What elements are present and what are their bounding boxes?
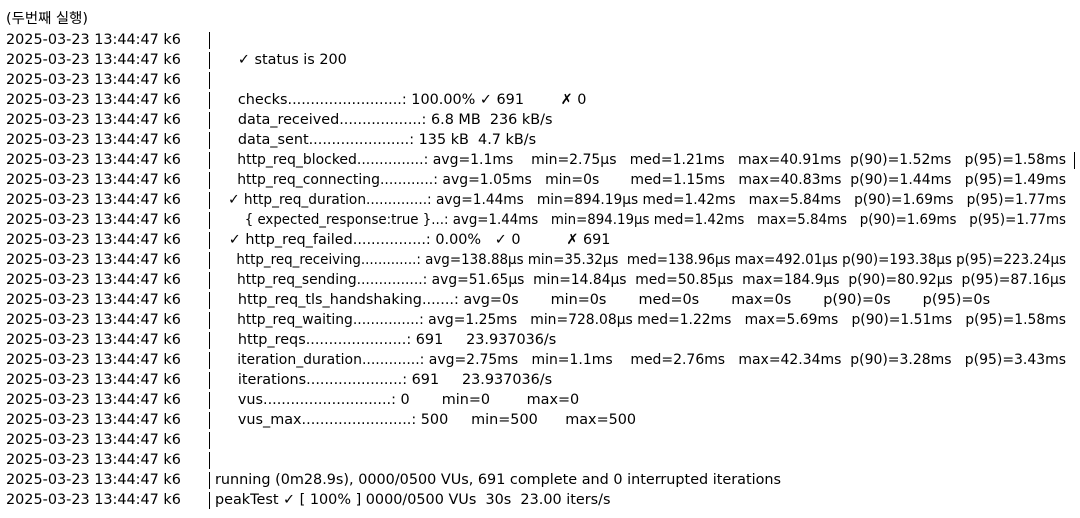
log-timestamp: 2025-03-23 13:44:47 k6	[6, 52, 181, 68]
log-separator	[209, 412, 210, 429]
log-separator	[209, 32, 210, 49]
log-separator	[209, 72, 210, 89]
log-timestamp: 2025-03-23 13:44:47 k6	[6, 272, 181, 288]
log-line: 2025-03-23 13:44:47 k6 http_req_tls_hand…	[0, 290, 1080, 310]
log-line: 2025-03-23 13:44:47 k6 { expected_respon…	[0, 210, 1080, 230]
log-timestamp: 2025-03-23 13:44:47 k6	[6, 192, 181, 208]
log-message: ✓ status is 200	[215, 52, 347, 68]
log-message: vus............................: 0 min=0…	[215, 392, 580, 408]
log-separator	[209, 112, 210, 129]
log-separator	[209, 472, 210, 489]
log-line: 2025-03-23 13:44:47 k6 peakTest ✓ [ 100% …	[0, 490, 1080, 510]
log-timestamp: 2025-03-23 13:44:47 k6	[6, 292, 181, 308]
log-separator	[209, 132, 210, 149]
log-message: http_req_sending...............: avg=51.…	[215, 272, 1066, 288]
log-timestamp: 2025-03-23 13:44:47 k6	[6, 352, 181, 368]
log-message: http_req_waiting...............: avg=1.2…	[215, 312, 1066, 328]
log-message: http_req_blocked...............: avg=1.1…	[215, 152, 1066, 168]
log-line: 2025-03-23 13:44:47 k6 http_reqs........…	[0, 330, 1080, 350]
log-separator	[209, 432, 210, 449]
log-line: 2025-03-23 13:44:47 k6	[0, 450, 1080, 470]
log-line: 2025-03-23 13:44:47 k6	[0, 430, 1080, 450]
log-line: 2025-03-23 13:44:47 k6 http_req_blocked.…	[0, 150, 1080, 170]
log-line: 2025-03-23 13:44:47 k6 vus..............…	[0, 390, 1080, 410]
log-separator	[209, 192, 210, 209]
log-message: data_sent......................: 135 kB …	[215, 132, 537, 148]
log-timestamp: 2025-03-23 13:44:47 k6	[6, 452, 181, 468]
log-separator	[209, 272, 210, 289]
log-timestamp: 2025-03-23 13:44:47 k6	[6, 472, 181, 488]
log-message: iterations.....................: 691 23.…	[215, 372, 553, 388]
log-timestamp: 2025-03-23 13:44:47 k6	[6, 72, 181, 88]
log-message: peakTest ✓ [ 100% ] 0000/0500 VUs 30s 23…	[215, 492, 611, 508]
log-line: 2025-03-23 13:44:47 k6 ✓ http_req_durati…	[0, 190, 1080, 210]
log-message: iteration_duration.............: avg=2.7…	[215, 352, 1066, 368]
log-line: 2025-03-23 13:44:47 k6 ✓ status is 200	[0, 50, 1080, 70]
log-line: 2025-03-23 13:44:47 k6 http_req_connecti…	[0, 170, 1080, 190]
log-line: 2025-03-23 13:44:47 k6 ✓ http_req_failed…	[0, 230, 1080, 250]
log-line: 2025-03-23 13:44:47 k6 vus_max..........…	[0, 410, 1080, 430]
log-message: ✓ http_req_failed................: 0.00%…	[215, 232, 611, 248]
log-timestamp: 2025-03-23 13:44:47 k6	[6, 332, 181, 348]
log-timestamp: 2025-03-23 13:44:47 k6	[6, 312, 181, 328]
log-separator	[209, 332, 210, 349]
log-line: 2025-03-23 13:44:47 k6 data_received....…	[0, 110, 1080, 130]
log-message: checks.........................: 100.00%…	[215, 92, 587, 108]
log-message: { expected_response:true }...: avg=1.44m…	[215, 212, 1066, 228]
log-separator	[209, 232, 210, 249]
log-separator	[209, 392, 210, 409]
log-timestamp: 2025-03-23 13:44:47 k6	[6, 92, 181, 108]
log-line: 2025-03-23 13:44:47 k6	[0, 30, 1080, 50]
log-timestamp: 2025-03-23 13:44:47 k6	[6, 112, 181, 128]
log-message: running (0m28.9s), 0000/0500 VUs, 691 co…	[215, 472, 782, 488]
log-separator	[209, 312, 210, 329]
log-trailing-separator	[1074, 152, 1075, 169]
log-line: 2025-03-23 13:44:47 k6 checks...........…	[0, 90, 1080, 110]
log-message: http_reqs......................: 691 23.…	[215, 332, 557, 348]
log-separator	[209, 152, 210, 169]
log-line: 2025-03-23 13:44:47 k6 iteration_duratio…	[0, 350, 1080, 370]
log-timestamp: 2025-03-23 13:44:47 k6	[6, 212, 181, 228]
log-separator	[209, 292, 210, 309]
log-separator	[209, 52, 210, 69]
log-timestamp: 2025-03-23 13:44:47 k6	[6, 232, 181, 248]
log-timestamp: 2025-03-23 13:44:47 k6	[6, 152, 181, 168]
log-timestamp: 2025-03-23 13:44:47 k6	[6, 372, 181, 388]
log-timestamp: 2025-03-23 13:44:47 k6	[6, 492, 181, 508]
log-message: vus_max........................: 500 min…	[215, 412, 637, 428]
log-timestamp: 2025-03-23 13:44:47 k6	[6, 132, 181, 148]
log-line: 2025-03-23 13:44:47 k6 iterations.......…	[0, 370, 1080, 390]
log-message: http_req_connecting............: avg=1.0…	[215, 172, 1066, 188]
log-line: 2025-03-23 13:44:47 k6 data_sent........…	[0, 130, 1080, 150]
log-line: 2025-03-23 13:44:47 k6 running (0m28.9s),…	[0, 470, 1080, 490]
log-line: 2025-03-23 13:44:47 k6 http_req_receivin…	[0, 250, 1080, 270]
log-separator	[209, 372, 210, 389]
log-message: http_req_tls_handshaking.......: avg=0s …	[215, 292, 991, 308]
log-separator	[209, 212, 210, 229]
log-timestamp: 2025-03-23 13:44:47 k6	[6, 392, 181, 408]
log-separator	[209, 92, 210, 109]
log-timestamp: 2025-03-23 13:44:47 k6	[6, 432, 181, 448]
log-separator	[209, 252, 210, 269]
log-line: 2025-03-23 13:44:47 k6	[0, 70, 1080, 90]
log-separator	[209, 452, 210, 469]
log-message: http_req_receiving.............: avg=138…	[215, 252, 1066, 268]
log-timestamp: 2025-03-23 13:44:47 k6	[6, 32, 181, 48]
log-timestamp: 2025-03-23 13:44:47 k6	[6, 252, 181, 268]
log-timestamp: 2025-03-23 13:44:47 k6	[6, 172, 181, 188]
log-separator	[209, 352, 210, 369]
log-separator	[209, 172, 210, 189]
log-line: 2025-03-23 13:44:47 k6 http_req_waiting.…	[0, 310, 1080, 330]
log-separator	[209, 492, 210, 509]
log-timestamp: 2025-03-23 13:44:47 k6	[6, 412, 181, 428]
log-header: (두번째 실행)	[6, 11, 89, 27]
log-message: ✓ http_req_duration..............: avg=1…	[215, 192, 1066, 208]
log-line: 2025-03-23 13:44:47 k6 http_req_sending.…	[0, 270, 1080, 290]
log-message: data_received..................: 6.8 MB …	[215, 112, 553, 128]
